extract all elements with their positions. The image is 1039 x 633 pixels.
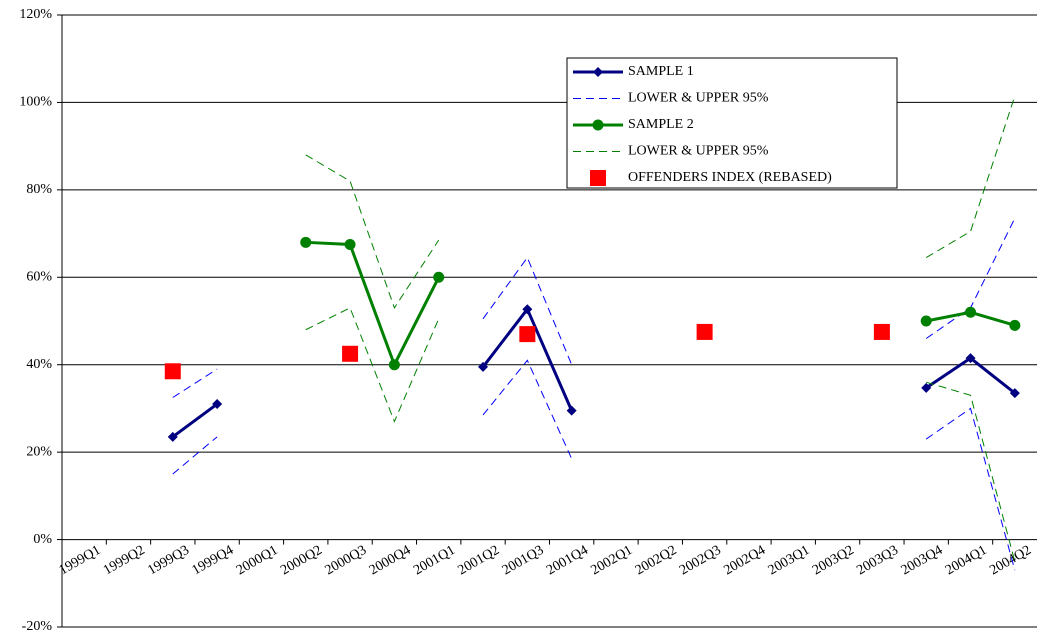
legend-label: LOWER & UPPER 95% [628, 91, 769, 106]
marker [965, 306, 977, 318]
legend-label: OFFENDERS INDEX (REBASED) [628, 170, 832, 185]
series-line [172, 359, 1016, 571]
x-tick-label: 2002Q4 [721, 543, 768, 579]
marker [478, 361, 489, 372]
marker [590, 170, 606, 186]
marker [344, 239, 356, 250]
legend-box [566, 57, 898, 189]
x-tick-label: 2004Q1 [943, 543, 990, 579]
series-line [305, 240, 1016, 369]
marker [212, 399, 223, 410]
x-tick-label: 2003Q3 [854, 543, 901, 579]
x-tick-label: 2003Q4 [899, 543, 946, 579]
marker [342, 345, 359, 362]
y-tick-label: 0% [33, 532, 52, 547]
marker [965, 353, 976, 364]
x-tick-label: 1999Q2 [101, 543, 148, 579]
x-tick-label: 2001Q1 [411, 543, 458, 579]
legend-item: SAMPLE 2 [573, 117, 694, 132]
series-line [172, 218, 1016, 398]
marker [920, 315, 932, 327]
x-tick-label: 2003Q2 [810, 543, 857, 579]
y-tick-label: 120% [19, 7, 52, 22]
y-tick-label: 60% [26, 270, 52, 285]
y-tick-label: -20% [22, 619, 53, 633]
x-tick-label: 2000Q4 [367, 543, 414, 579]
series-line [305, 95, 1016, 310]
marker [519, 326, 536, 343]
marker [167, 431, 178, 442]
legend-item: OFFENDERS INDEX (REBASED) [590, 170, 832, 186]
x-tick-label: 1999Q4 [190, 543, 237, 579]
y-tick-label: 100% [19, 95, 52, 110]
marker [566, 405, 577, 416]
legend: SAMPLE 1 LOWER & UPPER 95% SAMPLE 2 LOWER &… [566, 57, 898, 189]
legend-item: LOWER & UPPER 95% [573, 91, 769, 106]
x-tick-label: 2000Q3 [323, 543, 370, 579]
y-tick-label: 40% [26, 357, 52, 372]
x-tick-label: 2001Q3 [500, 543, 547, 579]
x-tick-label: 2001Q2 [456, 543, 503, 579]
marker [164, 363, 181, 380]
marker [592, 119, 604, 131]
x-tick-label: 2003Q1 [766, 543, 813, 579]
marker [433, 271, 445, 283]
x-tick-label: 2002Q3 [677, 543, 724, 579]
marker [388, 359, 400, 371]
marker [696, 323, 713, 340]
x-tick-label: 1999Q3 [145, 543, 192, 579]
x-tick-label: 2002Q2 [633, 543, 680, 579]
x-tick-label: 2002Q1 [589, 543, 636, 579]
x-tick-label: 2004Q2 [987, 543, 1034, 579]
marker [1009, 319, 1021, 331]
x-tick-label: 2000Q1 [234, 543, 281, 579]
x-tick-label: 2001Q4 [544, 543, 591, 579]
y-tick-label: 20% [26, 444, 52, 459]
legend-label: LOWER & UPPER 95% [628, 144, 769, 159]
marker [1009, 388, 1020, 399]
marker [873, 323, 890, 340]
x-tick-label: 1999Q1 [57, 543, 104, 579]
legend-label: SAMPLE 2 [628, 117, 694, 132]
series-line [305, 307, 1016, 562]
marker [522, 304, 533, 315]
x-tick-label: 2000Q2 [278, 543, 325, 579]
marker [593, 67, 603, 77]
y-tick-label: 80% [26, 182, 52, 197]
legend-label: SAMPLE 1 [628, 64, 694, 79]
legend-item: SAMPLE 1 [573, 64, 694, 79]
marker [921, 382, 932, 393]
marker [300, 236, 312, 248]
legend-item: LOWER & UPPER 95% [573, 144, 769, 159]
